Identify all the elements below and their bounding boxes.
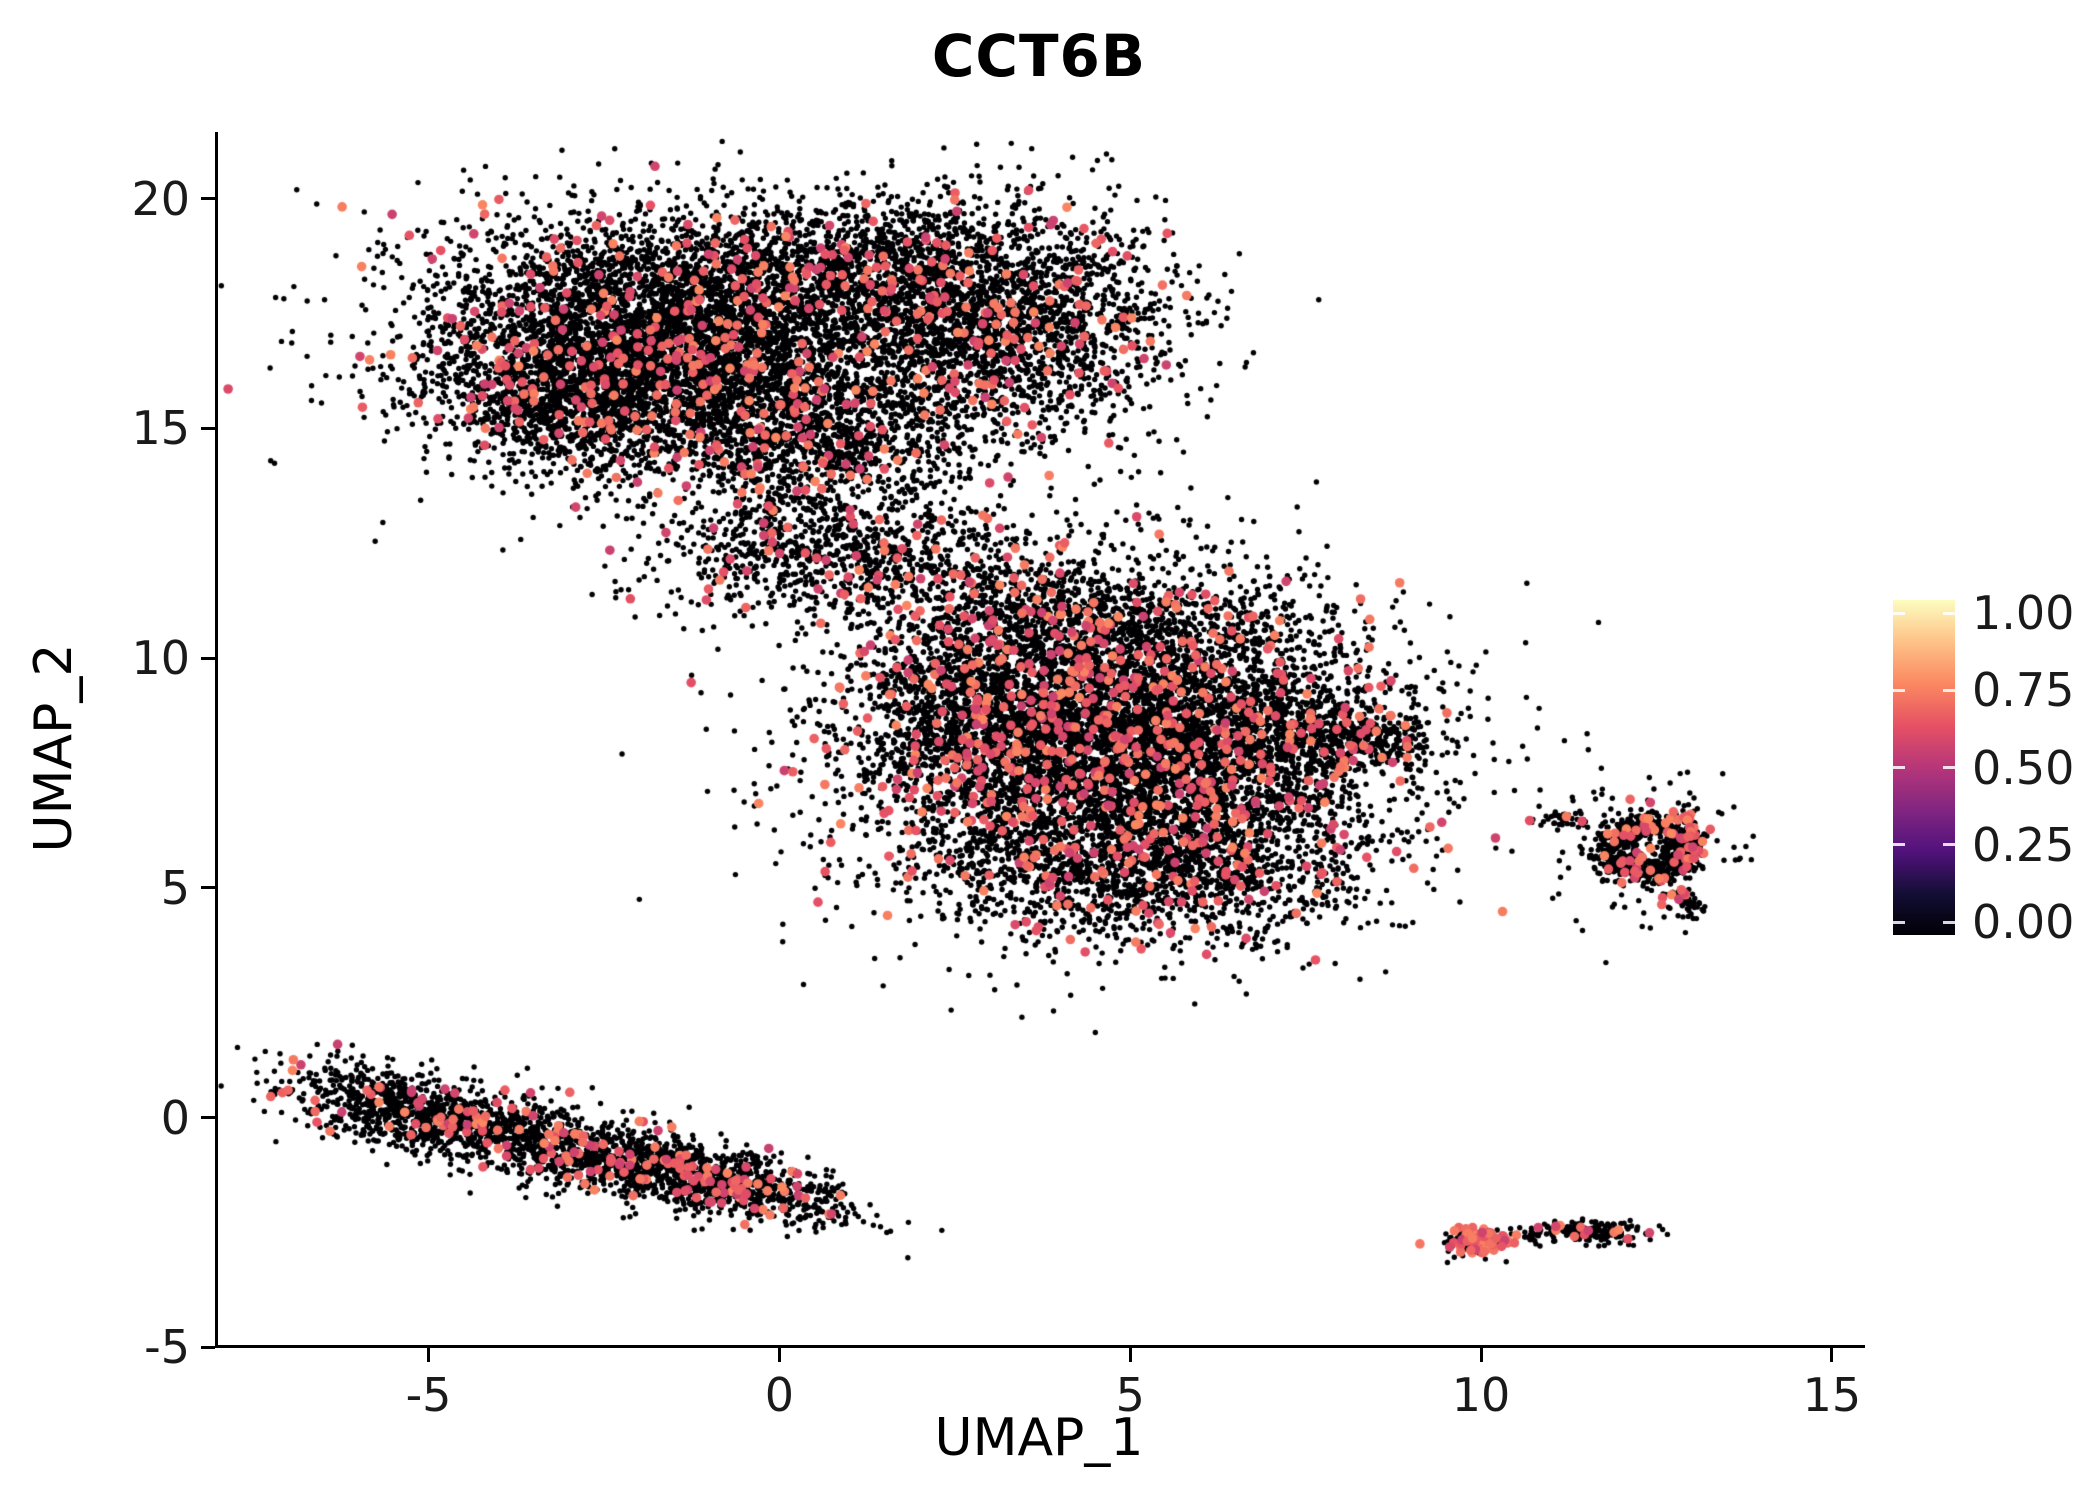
y-tick-mark	[201, 886, 215, 890]
legend-tick-label: 0.25	[1972, 817, 2075, 872]
y-tick-label: 5	[160, 860, 190, 915]
colorbar-tick-mark	[1893, 688, 1905, 692]
colorbar-tick-mark	[1893, 766, 1905, 769]
y-tick-label: 0	[160, 1090, 190, 1145]
colorbar-tick-mark	[1943, 688, 1955, 692]
y-tick-mark	[201, 197, 215, 201]
x-tick-label: 0	[764, 1368, 794, 1422]
legend-tick-label: 0.75	[1972, 663, 2075, 718]
x-tick-mark	[1479, 1348, 1483, 1362]
y-tick-label: 10	[131, 631, 190, 686]
y-axis-line	[215, 132, 218, 1348]
y-tick-mark	[201, 1345, 215, 1349]
legend-tick-label: 0.00	[1972, 895, 2075, 949]
plot-title: CCT6B	[931, 22, 1147, 90]
y-axis-label: UMAP_2	[24, 643, 84, 853]
colorbar-tick-mark	[1893, 920, 1905, 924]
x-axis-line	[215, 1345, 1865, 1348]
x-tick-label: -5	[405, 1368, 452, 1422]
colorbar-tick-mark	[1943, 920, 1955, 924]
x-tick-mark	[777, 1348, 781, 1362]
x-tick-label: 15	[1802, 1368, 1862, 1422]
y-tick-label: 20	[131, 171, 190, 226]
colorbar-tick-mark	[1893, 611, 1905, 615]
y-tick-label: 15	[131, 401, 190, 456]
colorbar-tick-mark	[1893, 843, 1905, 847]
y-tick-mark	[201, 1116, 215, 1120]
x-tick-label: 5	[1115, 1368, 1145, 1422]
y-tick-label: -5	[144, 1320, 190, 1375]
x-tick-mark	[1830, 1348, 1834, 1362]
legend-tick-label: 1.00	[1972, 586, 2075, 640]
legend-tick-label: 0.50	[1972, 740, 2075, 795]
x-tick-mark	[427, 1348, 430, 1362]
x-tick-label: 10	[1451, 1368, 1511, 1422]
colorbar-tick-mark	[1943, 611, 1955, 615]
x-tick-mark	[1128, 1348, 1132, 1362]
y-tick-mark	[201, 426, 215, 430]
colorbar-tick-mark	[1943, 766, 1955, 769]
x-axis-label: UMAP_1	[934, 1408, 1144, 1468]
y-tick-mark	[201, 656, 215, 660]
colorbar-tick-mark	[1943, 843, 1955, 847]
